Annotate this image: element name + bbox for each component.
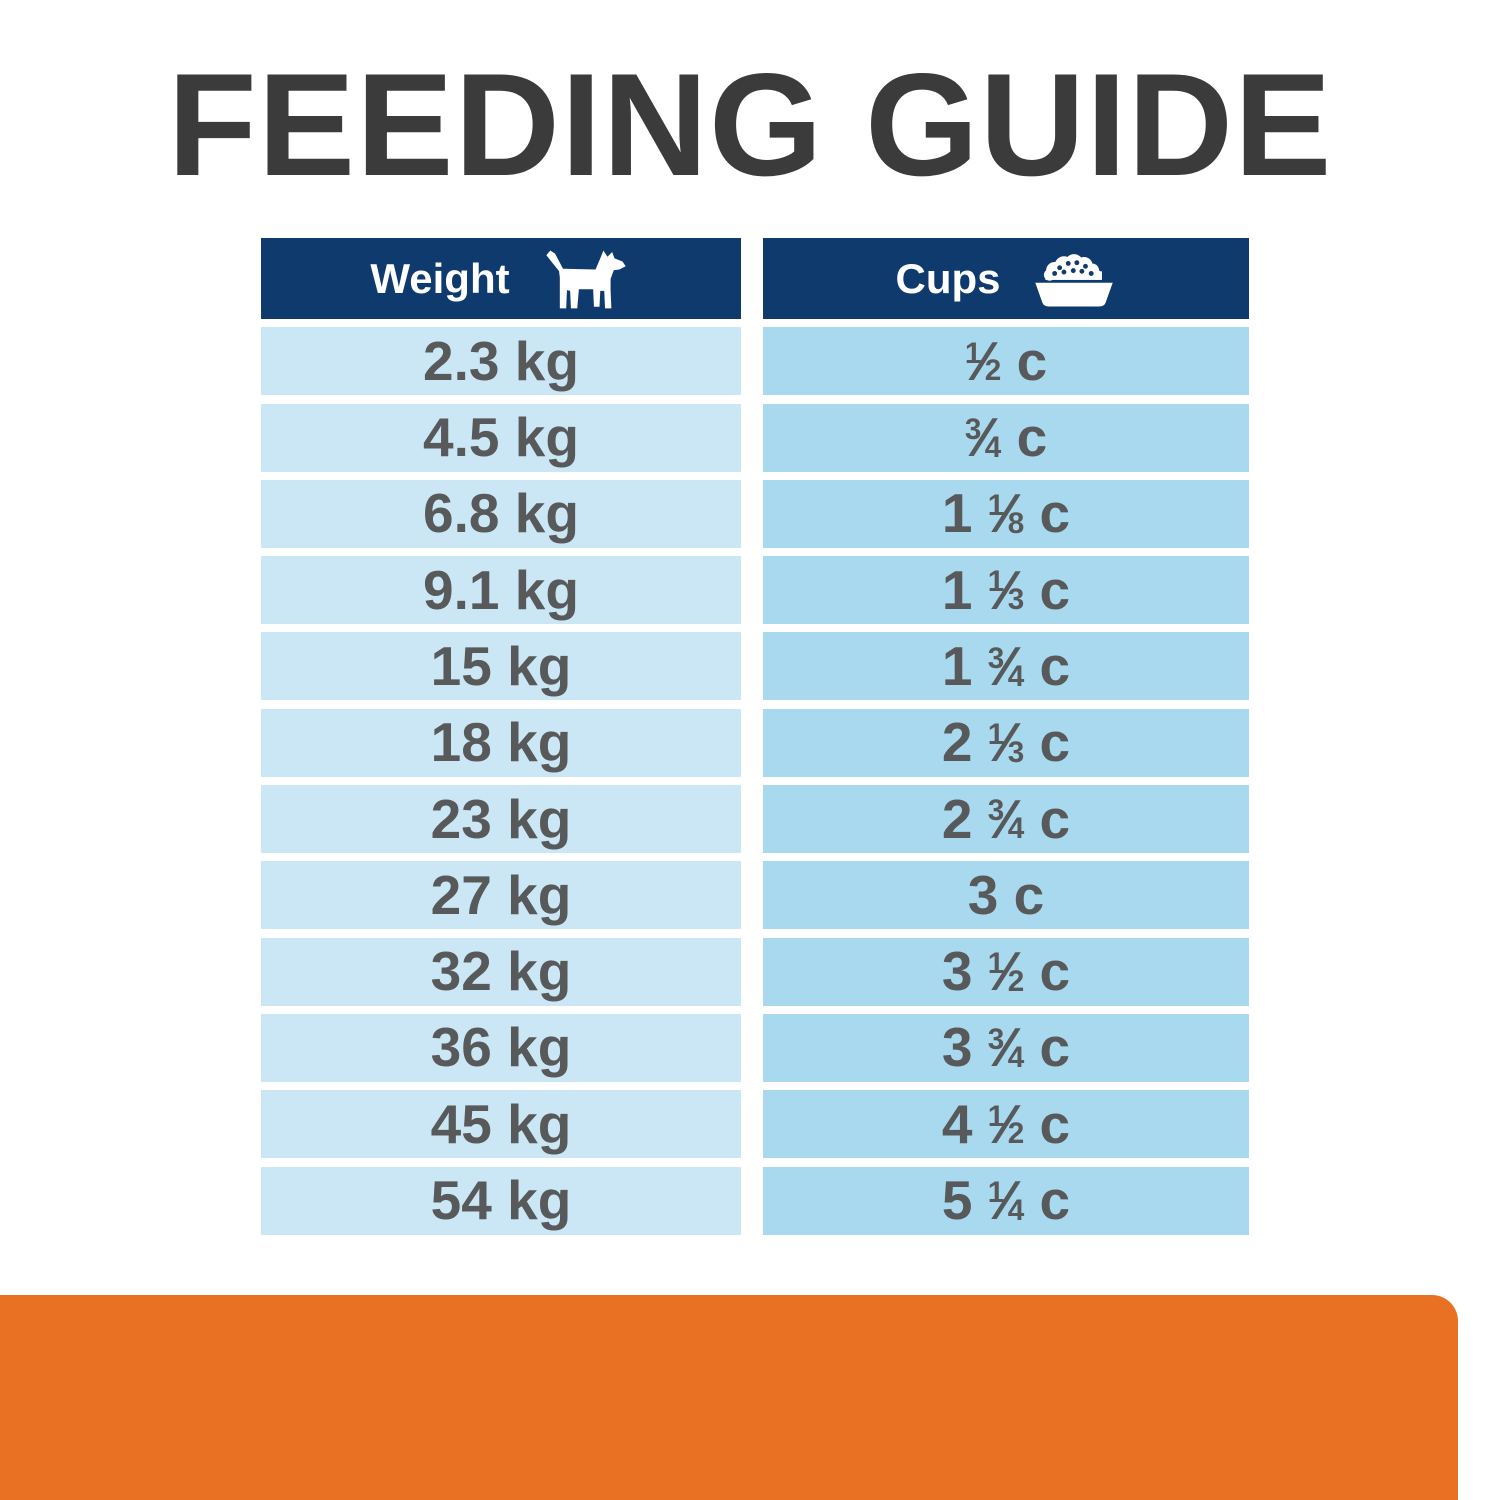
cups-fraction: 3⁄4	[987, 634, 1025, 697]
weight-value: 2.3 kg	[423, 329, 579, 392]
cups-unit: c	[1039, 1169, 1071, 1232]
feeding-table: Weight Cups	[261, 238, 1249, 1235]
cups-unit: c	[1013, 863, 1045, 926]
weight-value: 6.8 kg	[423, 482, 579, 545]
cups-value: 4 1⁄2 c	[942, 1096, 1070, 1152]
weight-cell: 18 kg	[261, 708, 741, 777]
cups-whole-number: 3	[941, 940, 973, 1003]
cups-unit: c	[1016, 329, 1048, 392]
cups-unit: c	[1039, 1016, 1071, 1079]
cups-value: 3 1⁄2 c	[942, 944, 1070, 999]
cups-value: 5 1⁄4 c	[942, 1173, 1070, 1228]
cups-fraction: 1⁄8	[987, 482, 1025, 545]
weight-cell: 23 kg	[261, 785, 741, 854]
weight-value: 27 kg	[430, 863, 572, 926]
cups-value: 1 1⁄3 c	[942, 562, 1070, 618]
cups-whole-number: 1	[941, 482, 973, 545]
cups-fraction: 3⁄4	[987, 1016, 1025, 1079]
cups-value: 3 3⁄4 c	[942, 1020, 1070, 1075]
weight-value: 36 kg	[430, 1016, 572, 1079]
cups-cell: 3⁄4 c	[763, 403, 1249, 472]
cups-unit: c	[1016, 406, 1048, 469]
footer-accent-band	[0, 1295, 1458, 1500]
cups-unit: c	[1039, 482, 1071, 545]
cups-whole-number: 3	[941, 1016, 973, 1079]
weight-cell: 4.5 kg	[261, 403, 741, 472]
cups-whole-number: 5	[941, 1169, 973, 1232]
cups-fraction: 1⁄2	[987, 940, 1025, 1003]
cups-value: 2 1⁄3 c	[942, 715, 1070, 770]
cups-cell: 1 1⁄3 c	[763, 556, 1249, 625]
cups-unit: c	[1039, 940, 1071, 1003]
cups-cell: 1 3⁄4 c	[763, 632, 1249, 701]
cups-value: 3⁄4 c	[965, 410, 1047, 465]
cups-unit: c	[1039, 558, 1071, 621]
cups-value: 2 3⁄4 c	[942, 791, 1070, 847]
cups-fraction: 1⁄2	[987, 1092, 1025, 1155]
cups-unit: c	[1039, 1092, 1071, 1155]
cups-unit: c	[1039, 711, 1071, 774]
cups-cell: 3 c	[763, 861, 1249, 930]
cups-whole-number: 3	[967, 863, 999, 926]
cups-fraction: 3⁄4	[987, 787, 1025, 850]
cups-cell: 3 3⁄4 c	[763, 1013, 1249, 1082]
cups-cell: 2 3⁄4 c	[763, 785, 1249, 854]
cups-fraction: 1⁄2	[964, 329, 1002, 392]
cups-cell: 2 1⁄3 c	[763, 708, 1249, 777]
cups-whole-number: 2	[941, 787, 973, 850]
weight-cell: 32 kg	[261, 937, 741, 1006]
weight-value: 15 kg	[430, 634, 572, 697]
cups-unit: c	[1039, 787, 1071, 850]
weight-value: 4.5 kg	[423, 406, 579, 469]
food-bowl-icon	[1034, 254, 1113, 307]
weight-cell: 36 kg	[261, 1013, 741, 1082]
cups-value: 1⁄2 c	[965, 333, 1047, 389]
cups-value: 3 c	[968, 867, 1044, 923]
weight-cell: 45 kg	[261, 1090, 741, 1159]
weight-cell: 2.3 kg	[261, 327, 741, 396]
weight-value: 9.1 kg	[423, 558, 579, 621]
weight-cell: 54 kg	[261, 1166, 741, 1235]
weight-header-label: Weight	[370, 254, 510, 302]
cups-fraction: 1⁄4	[987, 1169, 1025, 1232]
cups-cell: 5 1⁄4 c	[763, 1166, 1249, 1235]
weight-value: 32 kg	[430, 940, 572, 1003]
cups-column-header: Cups	[763, 238, 1249, 319]
cups-unit: c	[1039, 634, 1071, 697]
cups-fraction: 1⁄3	[987, 711, 1025, 774]
cups-cell: 1 1⁄8 c	[763, 479, 1249, 548]
cups-value: 1 3⁄4 c	[942, 638, 1070, 694]
cups-fraction: 3⁄4	[964, 406, 1002, 469]
page-title: FEEDING GUIDE	[167, 43, 1333, 206]
weight-cell: 27 kg	[261, 861, 741, 930]
cups-whole-number: 2	[941, 711, 973, 774]
cups-whole-number: 4	[941, 1092, 973, 1155]
weight-column-header: Weight	[261, 238, 741, 319]
weight-value: 18 kg	[430, 711, 572, 774]
cups-cell: 4 1⁄2 c	[763, 1090, 1249, 1159]
weight-value: 45 kg	[430, 1092, 572, 1155]
dog-icon	[545, 249, 626, 308]
cups-whole-number: 1	[941, 634, 973, 697]
cups-cell: 1⁄2 c	[763, 327, 1249, 396]
weight-cell: 9.1 kg	[261, 556, 741, 625]
weight-cell: 6.8 kg	[261, 479, 741, 548]
cups-cell: 3 1⁄2 c	[763, 937, 1249, 1006]
weight-value: 23 kg	[430, 787, 572, 850]
cups-header-label: Cups	[895, 254, 1001, 302]
cups-value: 1 1⁄8 c	[942, 486, 1070, 541]
cups-whole-number: 1	[941, 558, 973, 621]
cups-fraction: 1⁄3	[987, 558, 1025, 621]
weight-value: 54 kg	[430, 1169, 572, 1232]
weight-cell: 15 kg	[261, 632, 741, 701]
